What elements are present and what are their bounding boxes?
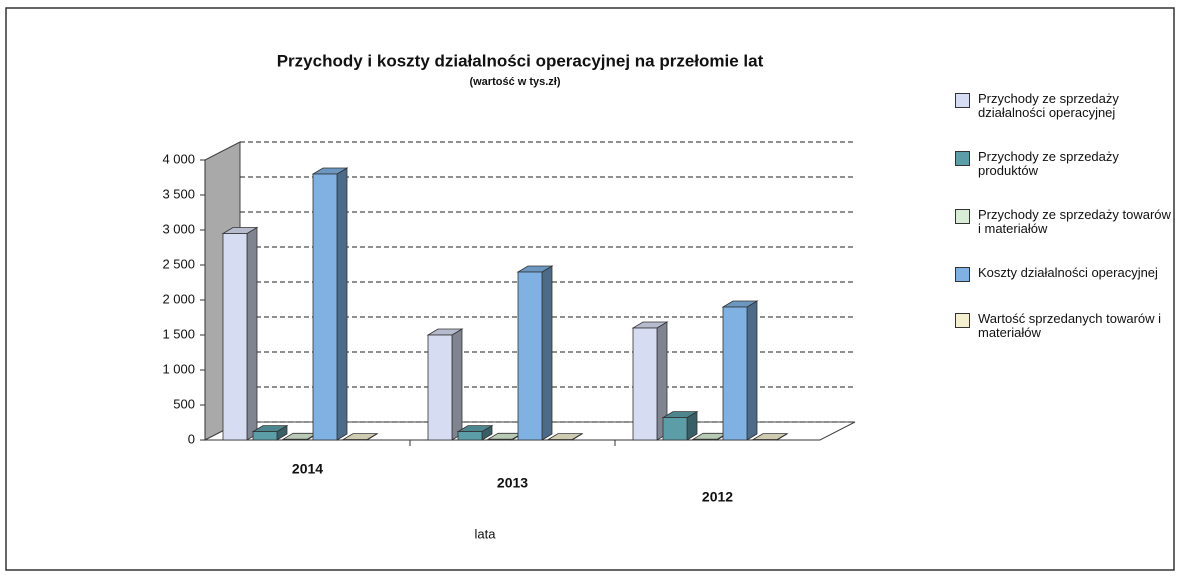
legend-label: Koszty działalności operacyjnej bbox=[978, 265, 1158, 280]
bar bbox=[457, 431, 483, 441]
bar bbox=[662, 417, 688, 441]
bar bbox=[282, 438, 308, 441]
legend-swatch bbox=[955, 151, 970, 166]
legend-item: Wartość sprzedanych towarów i materiałów bbox=[955, 312, 1175, 340]
bar bbox=[312, 173, 338, 441]
bar bbox=[632, 327, 658, 441]
legend-label: Przychody ze sprzedaży towarów i materia… bbox=[978, 207, 1171, 236]
bar-side bbox=[541, 265, 553, 441]
legend-item: Przychody ze sprzedaży działalności oper… bbox=[955, 92, 1175, 120]
bar bbox=[517, 271, 543, 441]
legend-label: Przychody ze sprzedaży działalności oper… bbox=[978, 91, 1119, 120]
legend-label: Przychody ze sprzedaży produktów bbox=[978, 149, 1119, 178]
bar-side bbox=[336, 167, 348, 441]
legend-swatch bbox=[955, 93, 970, 108]
y-tick-label: 3 000 bbox=[162, 221, 195, 236]
bar-side bbox=[746, 300, 758, 441]
legend-swatch bbox=[955, 313, 970, 328]
x-axis-label: lata bbox=[475, 526, 497, 541]
y-tick-label: 4 000 bbox=[162, 151, 195, 166]
chart-border bbox=[5, 7, 1175, 571]
y-tick-label: 1 500 bbox=[162, 326, 195, 341]
bar bbox=[722, 306, 748, 441]
x-tick-label: 2012 bbox=[702, 489, 733, 505]
y-tick-label: 0 bbox=[188, 431, 195, 446]
legend-item: Przychody ze sprzedaży towarów i materia… bbox=[955, 208, 1175, 236]
chart-subtitle: (wartość w tys.zł) bbox=[469, 76, 560, 88]
legend-swatch bbox=[955, 267, 970, 282]
y-tick-label: 1 000 bbox=[162, 361, 195, 376]
legend-swatch bbox=[955, 209, 970, 224]
bar bbox=[692, 438, 718, 441]
y-tick-label: 500 bbox=[173, 396, 195, 411]
y-tick-label: 2 500 bbox=[162, 256, 195, 271]
bar bbox=[487, 438, 513, 441]
bar-side bbox=[451, 328, 463, 441]
bar-side bbox=[246, 226, 258, 441]
chart-title: Przychody i koszty działalności operacyj… bbox=[277, 51, 764, 70]
legend-item: Przychody ze sprzedaży produktów bbox=[955, 150, 1175, 178]
bar bbox=[252, 431, 278, 441]
y-tick-label: 3 500 bbox=[162, 186, 195, 201]
legend-label: Wartość sprzedanych towarów i materiałów bbox=[978, 311, 1162, 340]
bar bbox=[427, 334, 453, 441]
bar bbox=[222, 233, 248, 441]
x-tick-label: 2013 bbox=[497, 475, 528, 491]
legend: Przychody ze sprzedaży działalności oper… bbox=[955, 92, 1175, 370]
legend-item: Koszty działalności operacyjnej bbox=[955, 266, 1175, 282]
y-tick-label: 2 000 bbox=[162, 291, 195, 306]
x-tick-label: 2014 bbox=[292, 461, 323, 477]
